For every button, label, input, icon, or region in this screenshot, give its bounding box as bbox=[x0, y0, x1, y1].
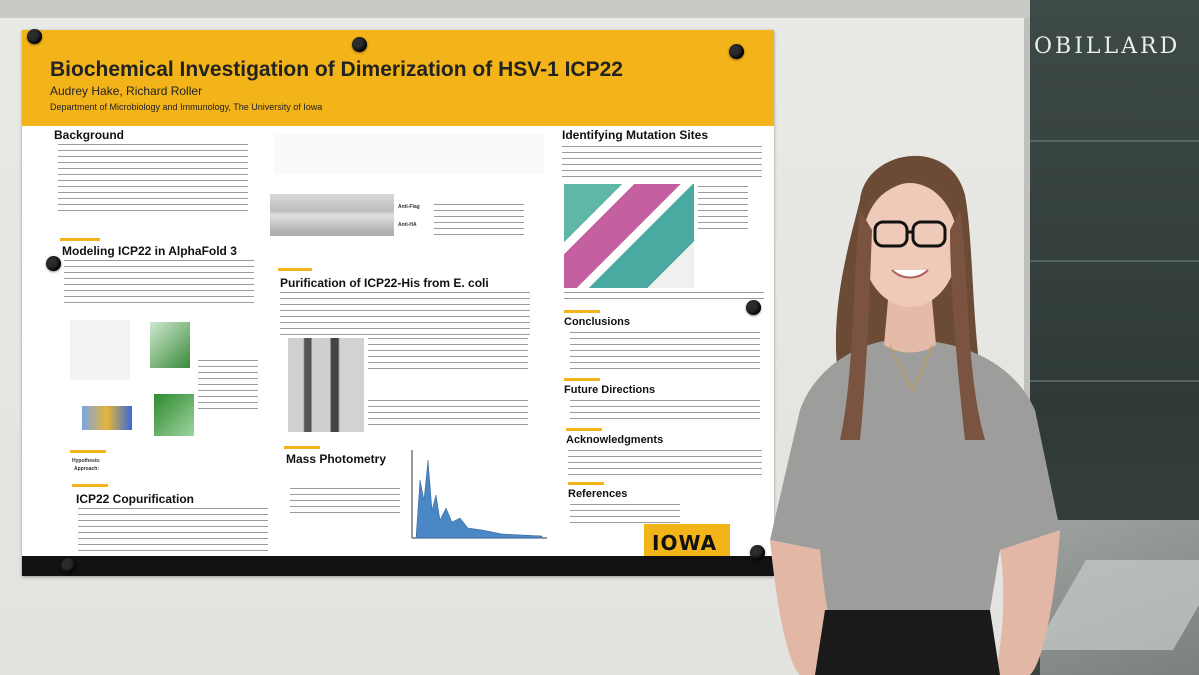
pae-plot-figure-2 bbox=[154, 394, 194, 436]
western-blot-figure bbox=[270, 194, 394, 236]
section-underline bbox=[72, 484, 108, 487]
western-label-ha: Anti-HA bbox=[398, 222, 417, 228]
section-modeling-heading: Modeling ICP22 in AlphaFold 3 bbox=[62, 244, 237, 258]
western-label-flag: Anti-Flag bbox=[398, 204, 420, 210]
poster-authors: Audrey Hake, Richard Roller bbox=[50, 84, 203, 98]
hypothesis-label: Hypothesis: bbox=[72, 458, 101, 464]
panel-seam bbox=[1030, 140, 1199, 142]
dimer-structure-figure bbox=[82, 406, 132, 430]
section-identifying-heading: Identifying Mutation Sites bbox=[562, 128, 708, 142]
section-underline bbox=[60, 238, 100, 241]
poster-header-banner: Biochemical Investigation of Dimerizatio… bbox=[22, 30, 774, 126]
poster-footer-bar bbox=[22, 556, 774, 576]
poster-department: Department of Microbiology and Immunolog… bbox=[50, 102, 323, 112]
figure5-caption bbox=[368, 400, 528, 430]
coip-results-text bbox=[434, 204, 524, 236]
mass-photometry-histogram bbox=[411, 450, 547, 539]
section-copurification-heading: ICP22 Copurification bbox=[76, 492, 195, 506]
section-underline bbox=[564, 310, 600, 313]
panel-seam bbox=[1030, 380, 1199, 382]
background-text-block bbox=[58, 144, 248, 214]
panel-seam bbox=[1030, 260, 1199, 262]
sds-page-gel-figure bbox=[288, 338, 364, 432]
section-background-heading: Background bbox=[54, 128, 125, 142]
figure7-caption bbox=[698, 186, 748, 232]
research-poster: Biochemical Investigation of Dimerizatio… bbox=[22, 30, 774, 576]
magnet bbox=[352, 37, 367, 52]
section-purification-heading: Purification of ICP22-His from E. coli bbox=[280, 276, 489, 290]
section-underline bbox=[564, 378, 600, 381]
figure1-caption bbox=[198, 360, 258, 410]
approach-label: Approach: bbox=[74, 466, 99, 472]
acknowledgments-text-block bbox=[568, 450, 762, 480]
section-underline bbox=[566, 428, 602, 431]
future-text-block bbox=[570, 400, 760, 424]
mass-photometry-results-text bbox=[290, 488, 400, 518]
section-underline bbox=[70, 450, 106, 453]
board-frame bbox=[0, 0, 1030, 18]
identifying-text-block bbox=[562, 146, 762, 180]
coip-diagram-figure bbox=[274, 134, 544, 174]
magnet bbox=[750, 545, 765, 560]
purification-results-text bbox=[368, 338, 528, 372]
magnet bbox=[27, 29, 42, 44]
section-conclusions-heading: Conclusions bbox=[564, 316, 631, 328]
section-references-heading: References bbox=[568, 488, 628, 500]
magnet bbox=[746, 300, 761, 315]
magnet bbox=[46, 256, 61, 271]
modeling-text-block bbox=[64, 260, 254, 306]
iowa-logo-text: IOWA bbox=[652, 531, 718, 555]
section-underline bbox=[568, 482, 604, 485]
protein-mutation-models-figure bbox=[564, 184, 694, 288]
magnet bbox=[729, 44, 744, 59]
poster-title: Biochemical Investigation of Dimerizatio… bbox=[50, 58, 623, 81]
section-future-heading: Future Directions bbox=[564, 384, 656, 396]
pae-plot-figure bbox=[150, 322, 190, 368]
section-acknowledgments-heading: Acknowledgments bbox=[566, 434, 664, 446]
figure8-caption bbox=[564, 292, 764, 302]
section-underline bbox=[278, 268, 312, 271]
section-underline bbox=[284, 446, 320, 449]
conclusions-text-block bbox=[570, 332, 760, 372]
wall-sign-partial: OBILLARD bbox=[1034, 34, 1181, 59]
purification-text-block bbox=[280, 292, 530, 336]
iowa-logo: IOWA bbox=[644, 524, 730, 562]
copurification-text-block bbox=[78, 508, 268, 552]
magnet bbox=[61, 558, 76, 573]
section-mass-photometry-heading: Mass Photometry bbox=[286, 452, 387, 466]
presenter-person bbox=[770, 155, 1060, 675]
protein-structure-figure bbox=[70, 320, 130, 380]
